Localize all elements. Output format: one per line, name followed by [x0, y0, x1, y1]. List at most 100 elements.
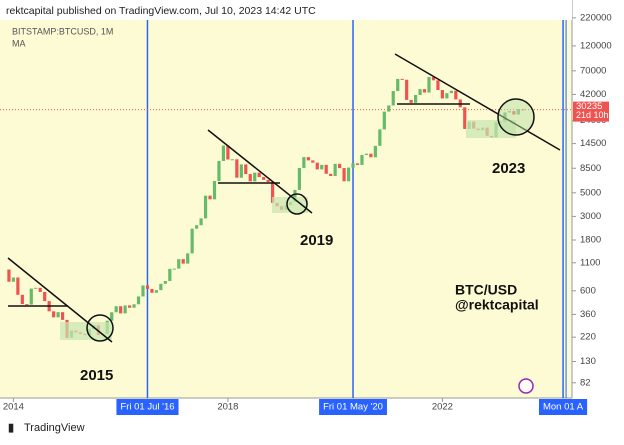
candle: [346, 167, 351, 182]
candle: [396, 78, 400, 92]
y-tick-label: 220000: [580, 12, 612, 23]
candle: [16, 277, 20, 295]
candle: [387, 105, 391, 112]
y-tick-label: 70000: [580, 65, 606, 76]
candle: [29, 288, 33, 305]
candle: [110, 312, 114, 321]
candle: [181, 259, 185, 264]
candle: [154, 290, 159, 293]
countdown-label: 21d 10h: [576, 110, 609, 120]
y-tick-label: 3000: [580, 211, 601, 222]
candle: [257, 172, 261, 178]
candle: [145, 285, 150, 289]
candle: [195, 225, 199, 229]
candle: [38, 287, 42, 292]
last-price-bg: [573, 101, 609, 122]
candle: [52, 311, 56, 318]
candle: [405, 79, 409, 100]
footer-brand: TradingView: [24, 422, 85, 434]
candle: [311, 160, 315, 163]
candle: [400, 78, 404, 80]
candle: [418, 89, 422, 95]
candle: [302, 157, 306, 168]
y-tick-label: 1800: [580, 235, 601, 246]
candle: [306, 157, 310, 161]
x-tick-label: 2014: [3, 402, 24, 413]
candle: [60, 312, 65, 320]
candle: [449, 90, 453, 94]
candle: [373, 145, 377, 158]
last-price-label: 30235: [576, 101, 602, 112]
trend-line: [394, 53, 561, 151]
y-tick-label: 42000: [580, 89, 606, 100]
x-tick-label: 2018: [217, 402, 238, 413]
drawings: [7, 53, 561, 343]
y-tick-label: 1100: [580, 257, 600, 268]
footer-brand: ▮: [8, 422, 14, 434]
candle: [235, 159, 239, 178]
x-tick-label: 2022: [432, 402, 453, 413]
candle: [123, 305, 127, 314]
candle: [177, 259, 181, 269]
candle: [190, 228, 194, 254]
candle: [369, 153, 373, 158]
candle: [132, 304, 136, 308]
candle: [208, 195, 212, 200]
candle: [25, 304, 29, 306]
highlight: [272, 197, 308, 213]
candle: [199, 218, 203, 226]
candle: [382, 111, 386, 130]
candle: [297, 167, 302, 190]
candle: [172, 268, 176, 270]
candle: [168, 268, 172, 281]
candle: [342, 168, 346, 182]
candle: [11, 277, 16, 282]
candle: [34, 287, 38, 289]
header: rektcapital published on TradingView.com…: [6, 5, 316, 17]
header-bg: [0, 0, 572, 20]
y-tick-label: 82: [580, 377, 591, 388]
candle: [431, 76, 436, 81]
candle: [338, 163, 342, 169]
candle: [320, 164, 324, 170]
y-tick-label: 120000: [580, 40, 612, 51]
candle: [203, 195, 208, 219]
candle: [20, 294, 24, 305]
y-tick-label: 220: [580, 332, 596, 343]
candle: [422, 89, 427, 93]
candle: [244, 164, 248, 175]
candle: [315, 162, 319, 170]
candle: [56, 312, 60, 318]
candle: [136, 296, 141, 305]
circle: [86, 314, 114, 342]
annotation: 2023: [492, 160, 525, 177]
annotation: 2019: [300, 232, 333, 249]
candle: [239, 164, 243, 178]
circle: [286, 193, 308, 215]
annotation: 2015: [80, 367, 113, 384]
candle: [253, 172, 257, 182]
candle: [364, 153, 369, 155]
candle: [333, 163, 337, 177]
candle: [226, 145, 230, 160]
candle: [360, 154, 364, 165]
y-tick-label: 8500: [580, 163, 601, 174]
icon[interactable]: [518, 378, 534, 394]
y-tick-label: 130: [580, 356, 596, 367]
candle: [329, 173, 333, 177]
candle: [7, 269, 11, 282]
candle: [163, 280, 167, 284]
candle: [440, 90, 445, 99]
candle: [114, 306, 118, 313]
candle: [454, 90, 458, 100]
y-tick-label: 360: [580, 309, 596, 320]
candle: [427, 76, 431, 93]
candle: [127, 305, 132, 308]
candle: [212, 181, 217, 200]
candle: [436, 80, 440, 91]
candle: [293, 189, 297, 202]
candle: [119, 306, 123, 314]
marker-label: Fri 01 May '20: [323, 402, 383, 413]
marker-label: Mon 01 A: [543, 402, 584, 413]
